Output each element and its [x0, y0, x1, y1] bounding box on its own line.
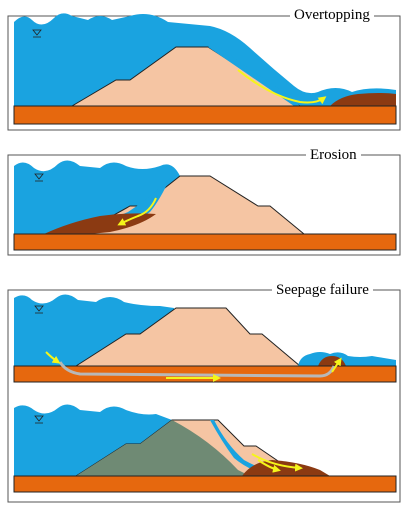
- seepage-path: [58, 361, 336, 378]
- panel-frame: [7, 289, 401, 503]
- flow-arrow-icon: [257, 459, 281, 473]
- panel-title-overtopping: Overtopping: [290, 6, 374, 24]
- water-level-triangle-icon: [34, 173, 44, 182]
- slide-water: [210, 420, 280, 476]
- flow-arrow-icon: [45, 351, 61, 364]
- panel-seepage: [7, 289, 401, 503]
- overtopping-flow-sheet: [208, 46, 300, 106]
- panel-frame: [7, 154, 401, 256]
- panel-overtopping: [7, 13, 401, 131]
- flow-arrow-icon: [117, 197, 157, 226]
- flow-arrow-icon: [251, 453, 303, 472]
- water-level-triangle-icon: [34, 305, 44, 314]
- flow-arrow-icon: [237, 69, 327, 105]
- failed-mass: [76, 420, 250, 476]
- panel-title-erosion: Erosion: [306, 146, 361, 164]
- water-level-triangle-icon: [32, 29, 42, 38]
- panel-frame: [7, 15, 401, 131]
- eroded-deposit: [44, 213, 156, 234]
- foundation-layer: [13, 475, 397, 493]
- foundation-layer: [13, 233, 397, 251]
- seepage-initial-state: [13, 294, 397, 383]
- downstream-water: [298, 352, 396, 366]
- seepage-failure-state: [13, 404, 397, 493]
- foundation-layer: [13, 105, 397, 125]
- panel-erosion: [7, 154, 401, 256]
- dam-embankment: [74, 307, 302, 367]
- flow-arrow-icon: [331, 357, 342, 373]
- panel-title-seepage: Seepage failure: [272, 281, 373, 299]
- water-level-triangle-icon: [34, 415, 44, 424]
- eroded-deposit: [330, 93, 396, 106]
